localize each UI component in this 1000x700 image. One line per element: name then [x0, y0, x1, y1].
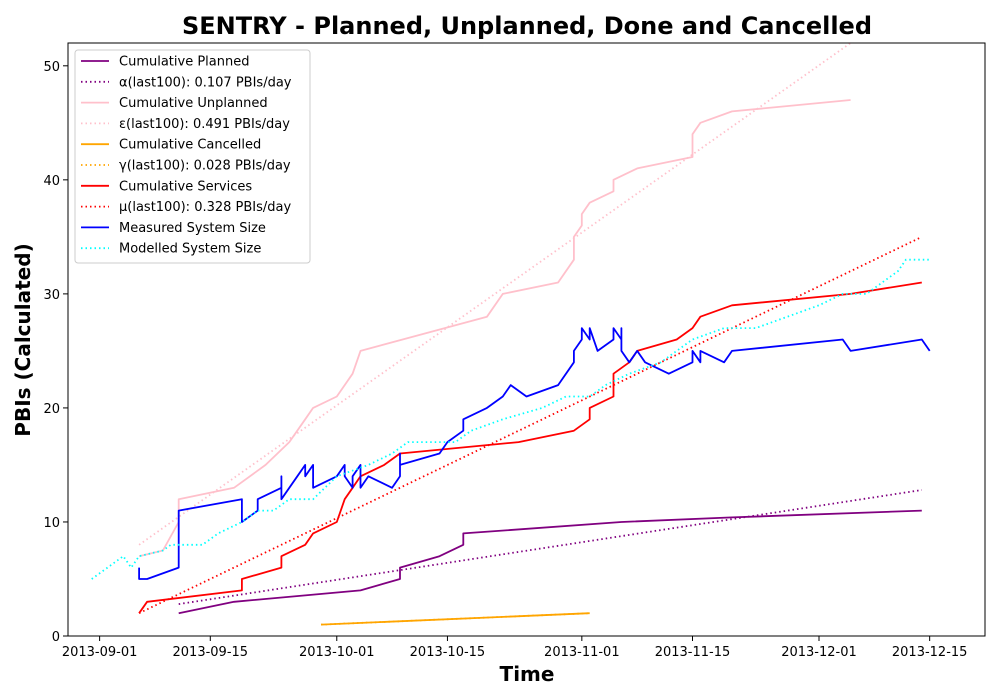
x-tick-label: 2013-09-15: [173, 645, 249, 660]
legend-label: Measured System Size: [119, 221, 266, 236]
series-line-4: [320, 612, 590, 626]
x-tick-label: 2013-11-01: [544, 645, 620, 660]
legend-label: ε(last100): 0.491 PBIs/day: [119, 117, 290, 132]
series-line-9: [91, 258, 930, 580]
series-line-3: [138, 43, 852, 546]
y-tick-label: 0: [52, 630, 60, 645]
series-line-6: [138, 281, 922, 614]
series-line-0: [178, 509, 922, 615]
legend-label: Modelled System Size: [119, 242, 261, 257]
x-tick-label: 2013-09-01: [62, 645, 138, 660]
x-axis-label: Time: [500, 662, 555, 686]
x-tick-label: 2013-12-15: [892, 645, 968, 660]
y-tick-label: 10: [43, 516, 60, 531]
y-tick-label: 20: [43, 402, 60, 417]
legend-label: γ(last100): 0.028 PBIs/day: [119, 159, 291, 174]
legend-label: α(last100): 0.107 PBIs/day: [119, 75, 292, 90]
series-line-8: [138, 327, 931, 580]
legend-box: [74, 49, 311, 264]
x-tick-label: 2013-10-01: [299, 645, 375, 660]
y-tick-label: 30: [43, 288, 60, 303]
y-axis: 0 10 20 30 40 50: [43, 60, 68, 645]
legend: Cumulative Planned α(last100): 0.107 PBIs…: [74, 49, 311, 264]
y-axis-label: PBIs (Calculated): [11, 243, 35, 436]
series-line-7: [138, 236, 923, 615]
y-tick-label: 50: [43, 60, 60, 75]
series-line-2: [138, 99, 851, 558]
x-tick-label: 2013-10-15: [410, 645, 486, 660]
legend-label: Cumulative Planned: [119, 55, 249, 70]
legend-label: μ(last100): 0.328 PBIs/day: [119, 200, 291, 215]
y-tick-label: 40: [43, 174, 60, 189]
x-tick-label: 2013-11-15: [655, 645, 731, 660]
legend-label: Cumulative Cancelled: [119, 138, 261, 153]
chart-title: SENTRY - Planned, Unplanned, Done and Ca…: [182, 12, 872, 40]
legend-label: Cumulative Unplanned: [119, 96, 268, 111]
legend-label: Cumulative Services: [119, 179, 252, 194]
plot-area: [91, 43, 931, 626]
x-axis: 2013-09-01 2013-09-15 2013-10-01 2013-10-15…: [62, 636, 968, 660]
series-line-1: [178, 489, 922, 605]
plot-frame: [67, 42, 986, 637]
x-tick-label: 2013-12-01: [781, 645, 857, 660]
